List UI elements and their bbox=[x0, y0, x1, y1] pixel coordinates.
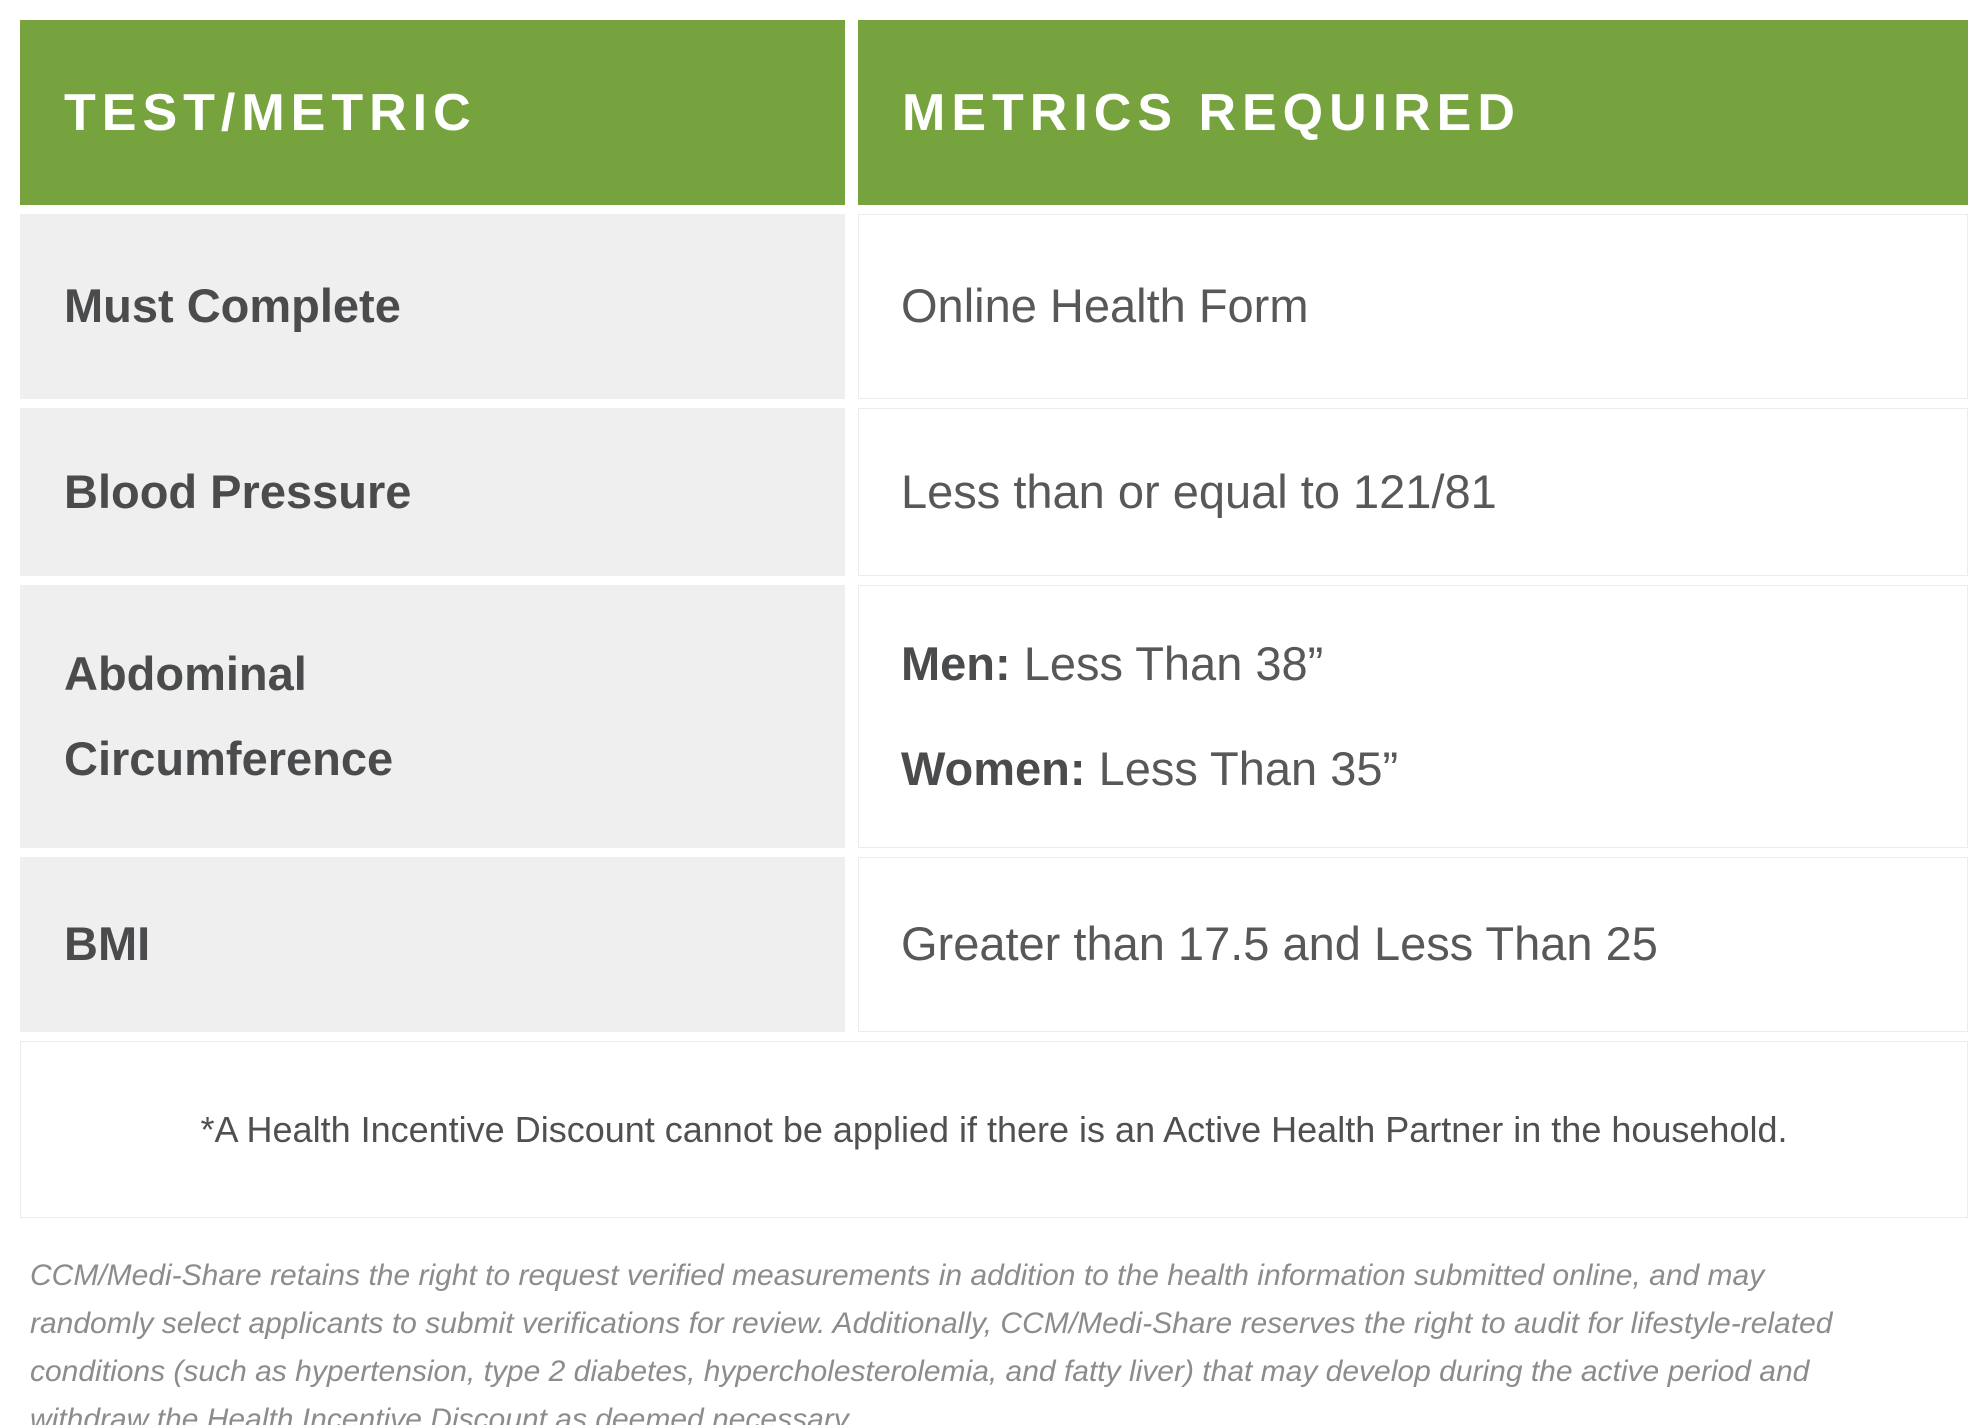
legal-disclaimer-text: CCM/Medi-Share retains the right to requ… bbox=[30, 1259, 1833, 1425]
health-metrics-table: TEST/METRIC METRICS REQUIRED Must Comple… bbox=[20, 20, 1968, 1218]
table-row: Blood Pressure Less than or equal to 121… bbox=[20, 408, 1968, 576]
requirement-line: Greater than 17.5 and Less Than 25 bbox=[901, 915, 1967, 974]
table-row: BMI Greater than 17.5 and Less Than 25 bbox=[20, 857, 1968, 1032]
column-header-test-metric: TEST/METRIC bbox=[20, 20, 845, 205]
requirement-cell: Men: Less Than 38” Women: Less Than 35” bbox=[858, 585, 1968, 848]
table-row: Abdominal Circumference Men: Less Than 3… bbox=[20, 585, 1968, 848]
requirement-text-men: Less Than 38” bbox=[1010, 636, 1324, 690]
footnote-row: *A Health Incentive Discount cannot be a… bbox=[20, 1041, 1968, 1218]
requirement-cell: Online Health Form bbox=[858, 214, 1968, 399]
metric-cell: Blood Pressure bbox=[20, 408, 845, 576]
metric-cell: Abdominal Circumference bbox=[20, 585, 845, 848]
metric-label: BMI bbox=[64, 917, 151, 971]
metric-cell: Must Complete bbox=[20, 214, 845, 399]
requirement-cell: Greater than 17.5 and Less Than 25 bbox=[858, 857, 1968, 1032]
metric-cell: BMI bbox=[20, 857, 845, 1032]
requirement-prefix-men: Men: bbox=[901, 636, 1011, 690]
requirement-cell: Less than or equal to 121/81 bbox=[858, 408, 1968, 576]
column-header-metrics-required: METRICS REQUIRED bbox=[858, 20, 1968, 205]
metric-label: Abdominal Circumference bbox=[64, 646, 394, 785]
requirement-line: Less than or equal to 121/81 bbox=[901, 463, 1967, 522]
requirement-prefix-women: Women: bbox=[901, 741, 1086, 795]
table-row: Must Complete Online Health Form bbox=[20, 214, 1968, 399]
requirement-line-women: Women: Less Than 35” bbox=[901, 740, 1967, 799]
requirement-line: Online Health Form bbox=[901, 277, 1967, 336]
requirement-text-women: Less Than 35” bbox=[1085, 741, 1399, 795]
footnote-text: *A Health Incentive Discount cannot be a… bbox=[200, 1108, 1788, 1150]
metric-label: Blood Pressure bbox=[64, 464, 412, 518]
requirement-text: Greater than 17.5 and Less Than 25 bbox=[901, 917, 1658, 971]
table-header-row: TEST/METRIC METRICS REQUIRED bbox=[20, 20, 1968, 205]
metric-label: Must Complete bbox=[64, 279, 401, 333]
requirement-line-men: Men: Less Than 38” bbox=[901, 635, 1967, 694]
requirement-text: Less than or equal to 121/81 bbox=[901, 464, 1497, 518]
requirement-text: Online Health Form bbox=[901, 279, 1309, 333]
